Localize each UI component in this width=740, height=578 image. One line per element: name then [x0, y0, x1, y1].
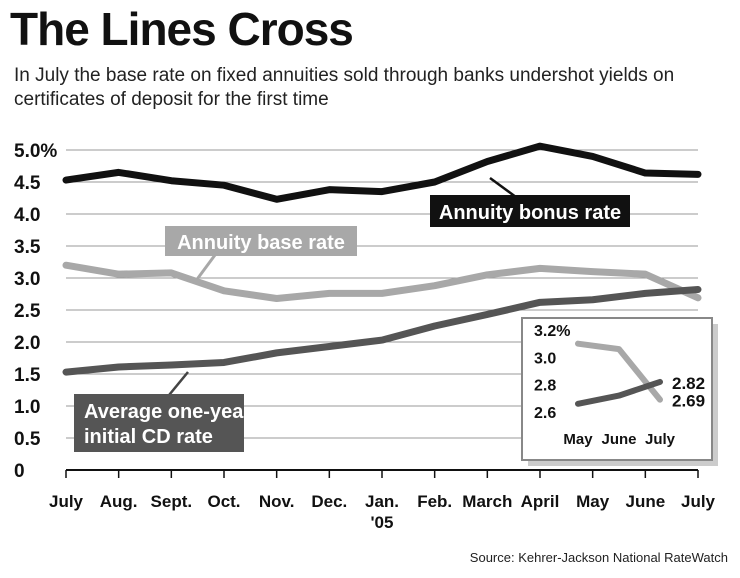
x-tick-label: June	[625, 492, 665, 511]
data-point	[642, 290, 649, 297]
x-tick-label: April	[521, 492, 560, 511]
inset-x-tick-label: July	[645, 431, 676, 448]
data-point	[642, 170, 649, 177]
inset-series-line	[575, 340, 663, 403]
x-tick-label: Sept.	[151, 492, 193, 511]
x-tick-label: Dec.	[311, 492, 347, 511]
data-point	[642, 271, 649, 278]
x-tick-label: Feb.	[417, 492, 452, 511]
x-tick-label: July	[681, 492, 716, 511]
data-point	[537, 265, 543, 272]
data-point	[484, 271, 491, 278]
x-tick-label: Nov.	[259, 492, 295, 511]
y-tick-label: 0	[14, 461, 25, 482]
series-label: Annuity base rate	[177, 232, 345, 254]
data-point	[273, 295, 280, 302]
data-point	[431, 179, 438, 185]
data-point	[379, 188, 385, 195]
data-point	[326, 290, 333, 297]
y-tick-label: 2.0	[14, 333, 40, 354]
inset-y-tick-label: 3.2%	[534, 323, 570, 340]
source-note: Source: Kehrer-Jackson National RateWatc…	[469, 550, 728, 565]
data-point	[537, 299, 543, 306]
data-point	[221, 182, 227, 189]
data-point	[695, 294, 701, 301]
data-point	[115, 169, 122, 176]
chart-subtitle: In July the base rate on fixed annuities…	[14, 65, 675, 110]
legend-box	[74, 394, 244, 452]
data-point	[115, 271, 122, 278]
data-point	[484, 158, 491, 165]
inset-x-tick-label: June	[601, 431, 636, 448]
leader-line	[196, 254, 217, 279]
data-point	[273, 196, 280, 203]
y-tick-label: 1.5	[14, 365, 41, 386]
y-tick-label: 5.0%	[14, 141, 57, 162]
data-point	[589, 153, 596, 160]
data-point	[695, 171, 701, 178]
data-point	[273, 349, 280, 356]
data-point	[168, 362, 175, 369]
data-point	[63, 177, 69, 184]
data-point	[168, 177, 175, 184]
inset-y-tick-label: 2.8	[534, 378, 556, 395]
x-tick-label: Aug.	[100, 492, 138, 511]
data-point	[537, 143, 543, 150]
y-tick-label: 3.5	[14, 237, 41, 258]
data-point	[379, 290, 385, 297]
x-tick-label: March	[462, 492, 512, 511]
data-point	[115, 363, 122, 370]
inset-x-tick-label: May	[563, 431, 593, 448]
inset-y-tick-label: 2.6	[534, 405, 556, 422]
data-point	[431, 323, 438, 329]
y-tick-label: 3.0	[14, 269, 40, 290]
x-tick-label: July	[49, 492, 84, 511]
y-tick-label: 4.0	[14, 205, 40, 226]
y-tick-label: 1.0	[14, 397, 40, 418]
data-point	[221, 359, 227, 366]
series-label: Annuity bonus rate	[439, 202, 621, 224]
inset-series-line	[575, 378, 663, 407]
inset-y-tick-label: 3.0	[534, 350, 556, 367]
y-tick-label: 4.5	[14, 173, 41, 194]
x-tick-label: Jan. '05	[365, 492, 399, 532]
legend-box	[165, 226, 357, 256]
inset-panel	[521, 317, 713, 461]
y-tick-label: 0.5	[14, 429, 41, 450]
data-point	[431, 282, 438, 289]
chart-title: The Lines Cross	[10, 3, 354, 55]
x-tick-label: May	[576, 492, 610, 511]
data-point	[484, 311, 491, 318]
data-point	[695, 286, 701, 293]
y-tick-label: 2.5	[14, 301, 41, 322]
inset-end-label: 2.69	[672, 392, 705, 411]
x-tick-label: Oct.	[207, 492, 240, 511]
data-point	[589, 296, 596, 303]
inset-end-label: 2.82	[672, 374, 705, 393]
data-point	[326, 186, 333, 193]
legend-box	[430, 195, 630, 227]
data-point	[168, 269, 175, 276]
series-label: Average one-year initial CD rate	[84, 401, 251, 448]
data-point	[589, 268, 596, 275]
data-point	[63, 262, 69, 269]
data-point	[63, 369, 69, 376]
data-point	[379, 337, 385, 344]
data-point	[221, 287, 227, 294]
data-point	[326, 343, 333, 350]
